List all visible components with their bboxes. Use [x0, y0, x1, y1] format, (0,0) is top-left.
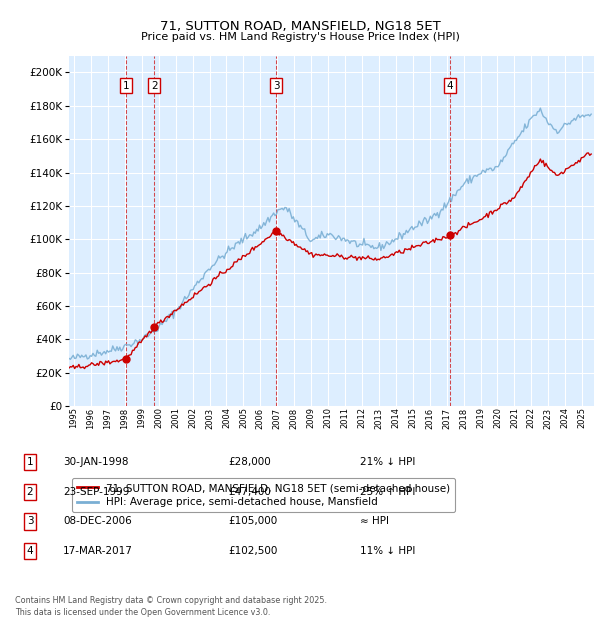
Text: 08-DEC-2006: 08-DEC-2006: [63, 516, 132, 526]
Text: 21% ↓ HPI: 21% ↓ HPI: [360, 457, 415, 467]
Text: 3: 3: [273, 81, 280, 91]
Text: 17-MAR-2017: 17-MAR-2017: [63, 546, 133, 556]
Text: 4: 4: [447, 81, 454, 91]
Legend: 71, SUTTON ROAD, MANSFIELD, NG18 5ET (semi-detached house), HPI: Average price, : 71, SUTTON ROAD, MANSFIELD, NG18 5ET (se…: [71, 478, 455, 513]
Text: 11% ↓ HPI: 11% ↓ HPI: [360, 546, 415, 556]
Text: Price paid vs. HM Land Registry's House Price Index (HPI): Price paid vs. HM Land Registry's House …: [140, 32, 460, 42]
Text: 30-JAN-1998: 30-JAN-1998: [63, 457, 128, 467]
Text: 2: 2: [151, 81, 157, 91]
Text: 23-SEP-1999: 23-SEP-1999: [63, 487, 130, 497]
Text: £47,400: £47,400: [228, 487, 271, 497]
Text: 3: 3: [26, 516, 34, 526]
Text: ≈ HPI: ≈ HPI: [360, 516, 389, 526]
Text: 1: 1: [123, 81, 130, 91]
Text: 2: 2: [26, 487, 34, 497]
Text: 4: 4: [26, 546, 34, 556]
Text: 71, SUTTON ROAD, MANSFIELD, NG18 5ET: 71, SUTTON ROAD, MANSFIELD, NG18 5ET: [160, 20, 440, 33]
Text: 1: 1: [26, 457, 34, 467]
Text: £102,500: £102,500: [228, 546, 277, 556]
Text: £105,000: £105,000: [228, 516, 277, 526]
Text: £28,000: £28,000: [228, 457, 271, 467]
Text: Contains HM Land Registry data © Crown copyright and database right 2025.
This d: Contains HM Land Registry data © Crown c…: [15, 596, 327, 617]
Text: 25% ↑ HPI: 25% ↑ HPI: [360, 487, 415, 497]
